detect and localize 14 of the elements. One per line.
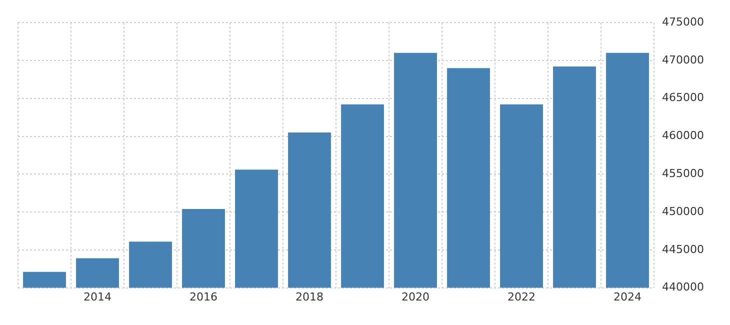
y-tick-label: 465000	[662, 91, 704, 104]
y-tick-label: 440000	[662, 280, 704, 294]
x-tick-label: 2024	[614, 290, 642, 304]
y-tick-label: 460000	[662, 129, 704, 142]
y-tick-label: 470000	[662, 53, 704, 66]
x-tick-label: 2022	[508, 290, 536, 304]
y-tick-label: 475000	[662, 15, 704, 28]
y-tick-label: 455000	[662, 167, 704, 180]
x-tick-label: 2020	[402, 290, 430, 304]
x-tick-label: 2014	[84, 290, 112, 304]
x-tick-label: 2016	[190, 290, 218, 304]
x-tick-label: 2018	[296, 290, 324, 304]
y-tick-label: 450000	[662, 204, 704, 218]
y-tick-label: 445000	[662, 242, 704, 256]
